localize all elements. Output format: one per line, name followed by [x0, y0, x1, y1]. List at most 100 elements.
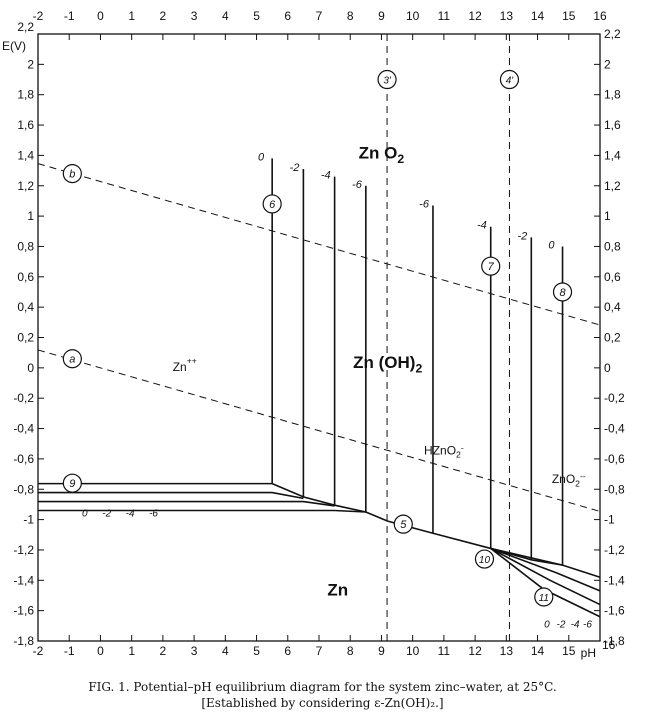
equation-marker-circle: [62, 473, 82, 493]
water-line-a: [37, 349, 601, 512]
x-tick-label-top: 3: [191, 9, 198, 23]
species-label: Zn++: [173, 355, 197, 373]
solubility-line-label: -4: [477, 220, 487, 232]
equation-marker-label: 5: [400, 519, 407, 531]
x-axis-title: pH: [581, 646, 596, 660]
concentration-label: -2: [102, 509, 111, 520]
x-tick-label-top: 0: [97, 9, 104, 23]
y-tick-label-left: 1,8: [17, 88, 34, 102]
y-tick-label-left: 0,8: [17, 239, 34, 253]
equilibrium-boundary: [490, 547, 601, 606]
concentration-label: -4: [126, 509, 135, 520]
x-tick-label-top: 13: [500, 9, 514, 23]
equilibrium-boundary: [38, 509, 366, 513]
y-axis-title: E(V): [2, 39, 26, 53]
water-line-marker-a-label: a: [69, 354, 75, 366]
species-label: HZnO2-: [424, 442, 464, 459]
x-tick-label-top: 14: [531, 9, 545, 23]
y-tick-label-right: -1,4: [604, 573, 625, 587]
equation-marker-circle: [534, 587, 554, 607]
y-tick-label-right: -1,8: [604, 634, 625, 648]
water-line-marker-a-circle: [62, 349, 82, 369]
x-tick-label-bottom: 10: [406, 644, 420, 658]
y-tick-label-right: 2,2: [604, 27, 621, 41]
x-tick-label-top: 10: [406, 9, 420, 23]
x-tick-label-bottom: 5: [253, 644, 260, 658]
concentration-label: -4: [571, 619, 580, 630]
x-axis-top: -2 -1 0 1 2 3 4 5 6 7 8 9 10 11 12 13 14 15 16: [33, 9, 607, 40]
equation-marker-circle: [552, 282, 573, 302]
x-tick-label-bottom: 7: [316, 644, 323, 658]
dashed-vertical-marker-circle: [499, 69, 520, 90]
equation-marker-circle: [393, 514, 413, 534]
x-tick-label-bottom: 1: [128, 644, 135, 658]
equation-marker-label: 8: [559, 287, 566, 299]
equation-marker-circle: [262, 194, 282, 214]
equation-marker-circle: [474, 549, 495, 569]
x-tick-label-bottom: 13: [500, 644, 514, 658]
water-line-marker-b-circle: [62, 164, 82, 184]
y-tick-label-left: -1,4: [13, 573, 34, 587]
x-tick-label-bottom: 11: [438, 644, 451, 658]
x-tick-label-top: 7: [316, 9, 323, 23]
y-tick-label-right: -1: [604, 513, 615, 527]
solubility-line-label: -2: [518, 230, 528, 242]
x-tick-label-bottom: 6: [284, 644, 291, 658]
solubility-line-label: -2: [290, 162, 300, 174]
x-tick-label-top: 1: [128, 9, 135, 23]
water-line-b: [37, 163, 601, 326]
concentration-label: 0: [544, 619, 550, 630]
y-tick-label-right: 0,6: [604, 270, 621, 284]
solubility-line-label: -6: [419, 198, 430, 210]
x-tick-label-bottom: -1: [64, 644, 75, 658]
y-tick-label-right: 2: [604, 57, 611, 71]
x-tick-label-top: -1: [64, 9, 75, 23]
y-tick-label-left: 0,2: [17, 331, 34, 345]
concentration-label: -2: [557, 619, 566, 630]
y-axis-right: -1,8 -1,6 -1,4 -1,2 -1 -0,8 -0,6 -0,4 -0,2 0 0,2 0,…: [594, 27, 625, 648]
y-tick-label-right: -0,6: [604, 452, 625, 466]
x-tick-label-bottom: 4: [222, 644, 229, 658]
solubility-line-label: -6: [352, 179, 363, 191]
figure-caption: FIG. 1. Potential–pH equilibrium diagram…: [88, 680, 557, 694]
concentration-label: -6: [149, 509, 158, 520]
dashed-lines: [37, 34, 601, 641]
y-tick-label-left: -0,6: [13, 452, 34, 466]
y-tick-label-right: 1,2: [604, 179, 621, 193]
dashed-vertical-marker-circle: [377, 69, 397, 90]
water-line-marker-b-label: b: [69, 169, 75, 181]
x-tick-label-top: -2: [33, 9, 44, 23]
y-tick-label-right: 0,4: [604, 300, 621, 314]
y-tick-label-right: -0,4: [604, 422, 625, 436]
x-tick-label-top: 5: [253, 9, 260, 23]
equilibrium-boundary: [490, 547, 601, 618]
y-tick-label-left: -1,6: [13, 604, 34, 618]
y-tick-label-right: 0: [604, 361, 611, 375]
concentration-label: -6: [583, 619, 592, 630]
y-tick-label-right: -0,2: [604, 391, 625, 405]
figure-caption-note: [Established by considering ε-Zn(OH)₂.]: [201, 696, 444, 710]
y-tick-label-right: -1,6: [604, 604, 625, 618]
y-tick-label-right: 0,2: [604, 331, 621, 345]
solubility-line-label: -4: [321, 170, 331, 182]
y-tick-label-left: 2,2: [17, 20, 34, 34]
equation-marker-label: 11: [539, 593, 549, 604]
equilibrium-lines: [38, 158, 601, 618]
y-tick-label-right: 1,4: [604, 148, 621, 162]
concentration-label: 0: [82, 509, 88, 520]
y-tick-label-right: 0,8: [604, 239, 621, 253]
x-tick-label-top: 4: [222, 9, 229, 23]
y-tick-label-left: 0,4: [17, 300, 34, 314]
solubility-line-label: 0: [548, 239, 555, 251]
equation-marker-label: 7: [488, 261, 495, 273]
x-tick-label-top: 15: [562, 9, 576, 23]
equilibrium-boundary: [271, 482, 563, 566]
equation-marker-label: 10: [479, 555, 491, 566]
species-label: ZnO2--: [552, 471, 586, 488]
equilibrium-boundary: [38, 491, 304, 500]
y-tick-label-right: 1,6: [604, 118, 621, 132]
x-tick-label-bottom: 16: [602, 638, 616, 652]
x-tick-label-top: 6: [284, 9, 291, 23]
